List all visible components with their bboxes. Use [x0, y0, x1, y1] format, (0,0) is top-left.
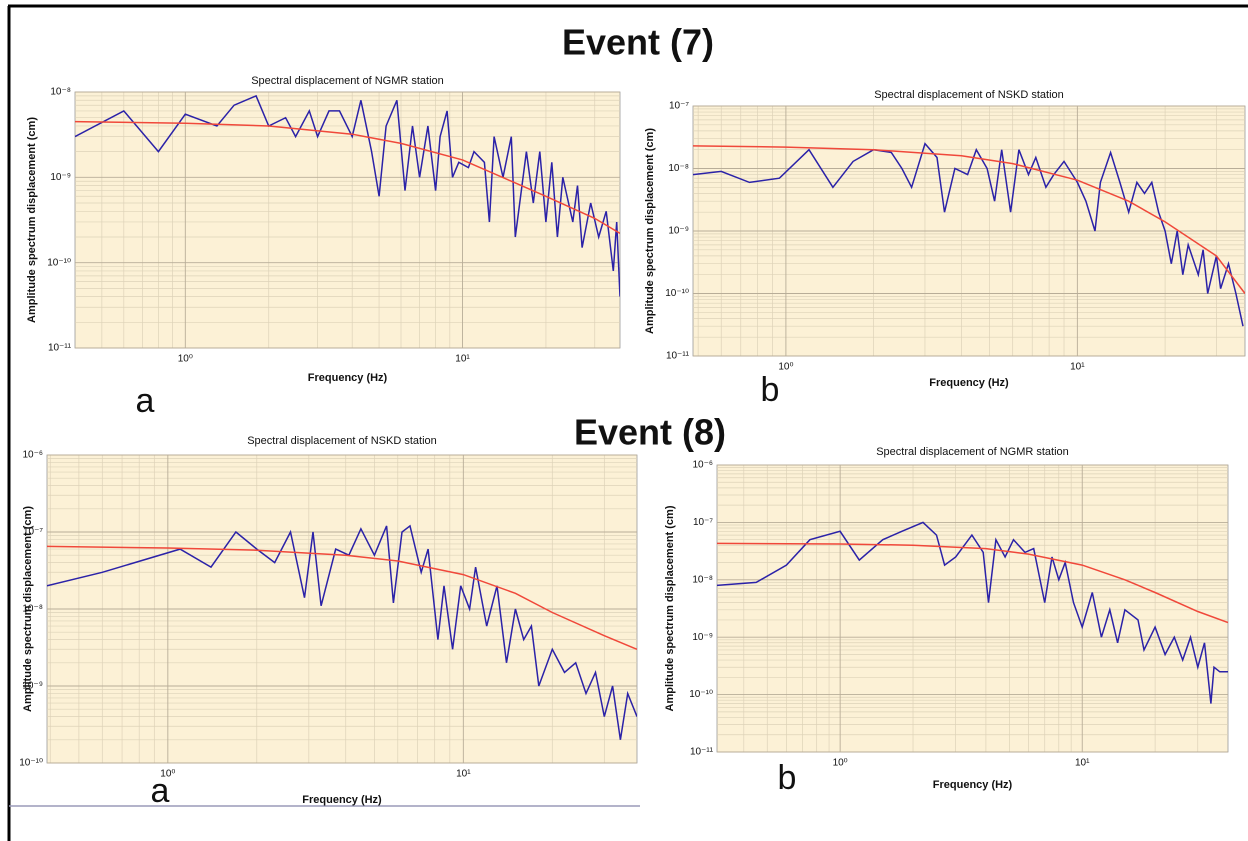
- x-tick-label: 10¹: [1075, 758, 1090, 769]
- x-axis-label: Frequency (Hz): [302, 794, 382, 806]
- x-tick-label: 10⁰: [778, 362, 793, 373]
- y-tick-label: 10⁻⁹: [22, 681, 43, 692]
- y-tick-label: 10⁻⁸: [22, 604, 43, 615]
- event-title: Event (8): [574, 412, 726, 453]
- panel-label: a: [151, 772, 170, 810]
- plot-area: [716, 464, 1229, 753]
- x-tick-label: 10¹: [456, 769, 471, 780]
- series-line: [47, 545, 637, 650]
- y-tick-label: 10⁻¹¹: [690, 747, 714, 758]
- y-axis-label: Amplitude spectrum displacement (cm): [664, 505, 676, 711]
- y-tick-label: 10⁻¹⁰: [665, 288, 689, 299]
- series-line: [47, 524, 637, 740]
- y-tick-label: 10⁻¹⁰: [47, 257, 71, 268]
- x-axis-label: Frequency (Hz): [933, 779, 1013, 791]
- series-line: [717, 542, 1228, 624]
- y-tick-label: 10⁻⁹: [668, 226, 689, 237]
- x-tick-label: 10¹: [1070, 362, 1085, 373]
- y-axis-label: Amplitude spectrum displacement (cm): [26, 117, 38, 323]
- y-tick-label: 10⁻¹¹: [666, 351, 690, 362]
- chart-title: Spectral displacement of NSKD station: [247, 435, 437, 447]
- series-line: [717, 521, 1228, 704]
- chart-title: Spectral displacement of NGMR station: [876, 446, 1069, 458]
- panel-label: a: [136, 382, 155, 420]
- y-tick-label: 10⁻⁷: [693, 517, 713, 528]
- y-tick-label: 10⁻⁸: [668, 163, 689, 174]
- y-tick-label: 10⁻¹⁰: [689, 689, 713, 700]
- x-axis-label: Frequency (Hz): [308, 372, 388, 384]
- y-tick-label: 10⁻¹¹: [48, 343, 72, 354]
- y-tick-label: 10⁻⁸: [692, 574, 713, 585]
- y-axis-label: Amplitude spectrum displacement (cm): [22, 506, 34, 712]
- y-tick-label: 10⁻¹⁰: [19, 758, 43, 769]
- y-axis-label: Amplitude spectrum displacement (cm): [644, 128, 656, 334]
- x-tick-label: 10⁰: [160, 769, 175, 780]
- x-axis-label: Frequency (Hz): [929, 377, 1009, 389]
- x-tick-label: 10¹: [455, 354, 470, 365]
- panel-label: b: [761, 371, 780, 409]
- event-title: Event (7): [562, 22, 714, 63]
- x-tick-label: 10⁰: [833, 758, 848, 769]
- x-tick-label: 10⁰: [178, 354, 193, 365]
- plot-area: [74, 91, 621, 349]
- panel-label: b: [778, 759, 797, 797]
- y-tick-label: 10⁻⁹: [692, 632, 713, 643]
- y-tick-label: 10⁻⁸: [50, 87, 71, 98]
- y-tick-label: 10⁻⁷: [669, 101, 689, 112]
- series-line: [75, 94, 620, 297]
- chart-title: Spectral displacement of NSKD station: [874, 89, 1064, 101]
- y-tick-label: 10⁻⁶: [692, 460, 713, 471]
- chart-title: Spectral displacement of NGMR station: [251, 75, 444, 87]
- series-line: [75, 120, 620, 235]
- y-tick-label: 10⁻⁶: [22, 450, 43, 461]
- series-line: [693, 145, 1245, 294]
- y-tick-label: 10⁻⁹: [50, 172, 71, 183]
- y-tick-label: 10⁻⁷: [23, 527, 43, 538]
